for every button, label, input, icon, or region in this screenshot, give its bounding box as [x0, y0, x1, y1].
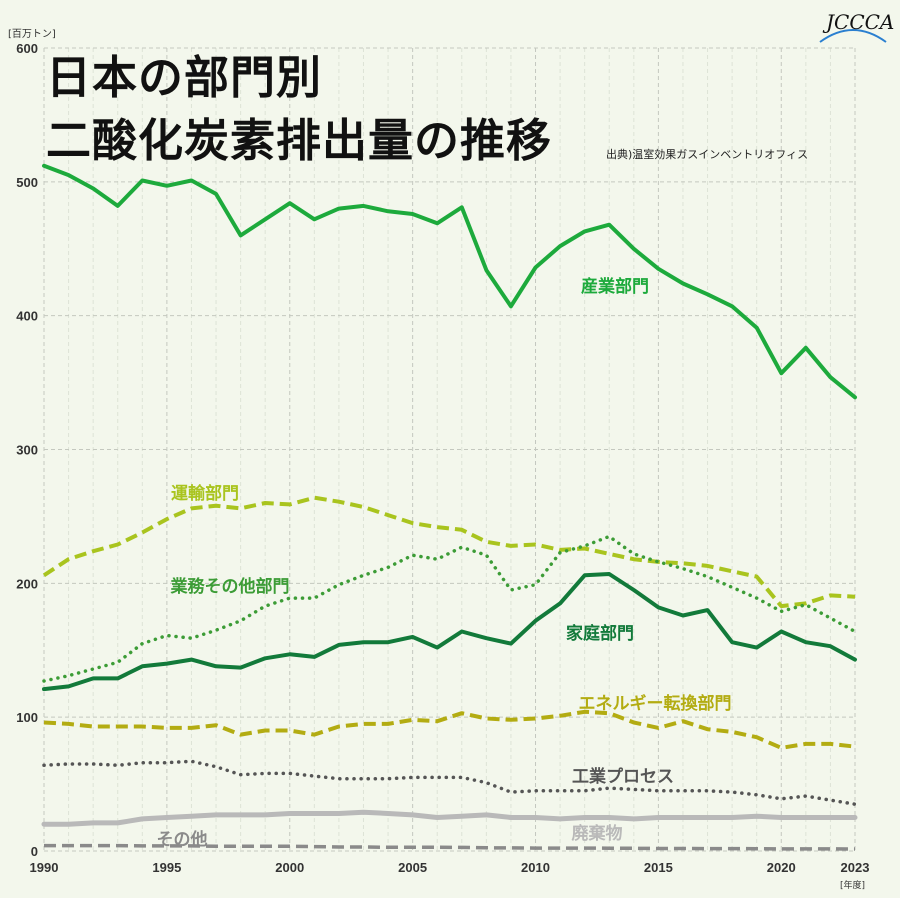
- series-line-5: [42, 759, 857, 806]
- title-line-2: 二酸化炭素排出量の推移: [46, 114, 553, 167]
- source-note: 出典)温室効果ガスインベントリオフィス: [606, 148, 809, 161]
- series-line-4: [43, 709, 856, 750]
- series-line-7: [44, 843, 856, 851]
- x-axis-unit: [年度]: [840, 881, 866, 891]
- series-line-2: [42, 534, 857, 683]
- y-tick-label: 100: [16, 710, 38, 725]
- x-tick-label: 1995: [152, 860, 181, 875]
- series-label: 運輸部門: [171, 483, 239, 504]
- x-tick-label: 2005: [398, 860, 427, 875]
- x-tick-label: 2020: [767, 860, 796, 875]
- logo-text: JCCCA: [826, 10, 895, 34]
- series-line-6: [41, 809, 858, 827]
- title-line-1: 日本の部門別: [46, 51, 323, 104]
- x-tick-label: 2023: [841, 860, 870, 875]
- x-tick-label: 2010: [521, 860, 550, 875]
- series-label: 廃棄物: [572, 823, 623, 844]
- logo-arc-icon: [819, 29, 887, 43]
- x-tick-label: 2000: [275, 860, 304, 875]
- series-line-0: [42, 163, 857, 400]
- y-tick-label: 300: [16, 443, 38, 458]
- series-label: 産業部門: [581, 276, 649, 297]
- series-label: 工業プロセス: [572, 766, 674, 787]
- jccca-logo: JCCCA: [818, 10, 894, 50]
- series-line-1: [42, 495, 856, 609]
- series-label: その他: [157, 829, 208, 850]
- series-label: 業務その他部門: [171, 576, 290, 597]
- y-tick-label: 400: [16, 309, 38, 324]
- series-label: 家庭部門: [566, 623, 634, 644]
- y-tick-label: 500: [16, 175, 38, 190]
- series-label: エネルギー転換部門: [579, 693, 732, 714]
- x-tick-label: 1990: [30, 860, 59, 875]
- y-tick-label: 200: [16, 576, 38, 591]
- y-tick-label: 0: [31, 844, 38, 859]
- x-tick-label: 2015: [644, 860, 673, 875]
- y-tick-label: 600: [16, 41, 38, 56]
- series-line-3: [42, 572, 857, 692]
- y-axis-unit: [百万トン]: [8, 29, 56, 40]
